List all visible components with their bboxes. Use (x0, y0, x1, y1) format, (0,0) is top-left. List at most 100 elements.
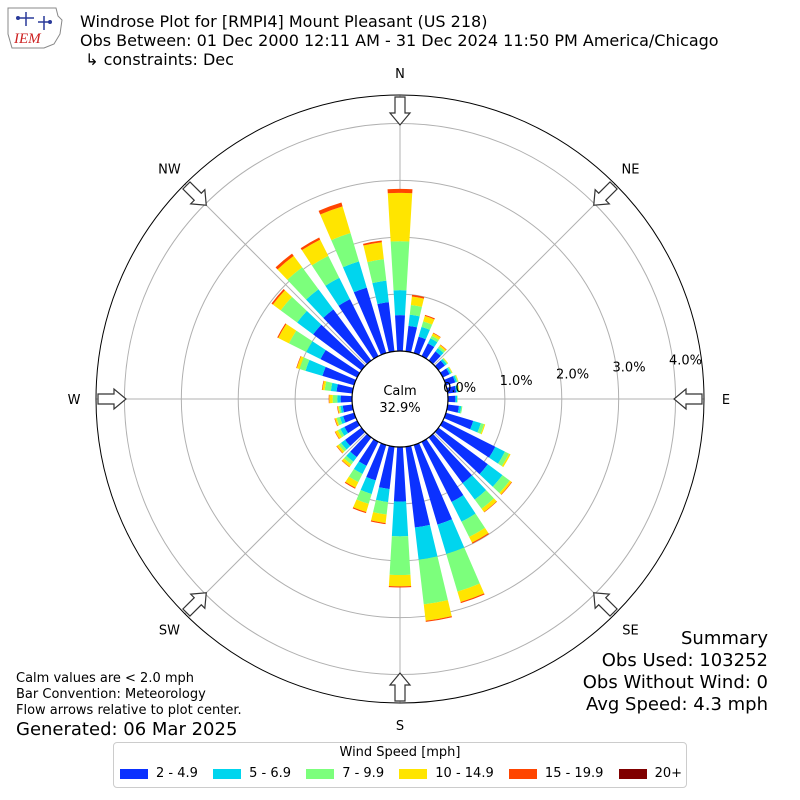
bar-segment (348, 468, 363, 483)
bar-segment (356, 490, 372, 504)
bar-segment (300, 237, 321, 251)
bar-segment (334, 418, 338, 427)
bar-segment (501, 453, 511, 468)
bar-segment (320, 350, 360, 378)
bar-segment (353, 461, 367, 474)
note-calm: Calm values are < 2.0 mph (16, 671, 195, 686)
bar-segment (388, 574, 412, 587)
spoke-line (184, 183, 367, 366)
bar-segment (277, 323, 287, 339)
bar-segment (446, 404, 459, 413)
bar-segment (418, 556, 448, 605)
spoke-line (433, 183, 616, 366)
legend-swatch (508, 768, 537, 779)
bar-segment (340, 395, 353, 403)
bar-segment (457, 583, 485, 603)
direction-label: S (396, 719, 404, 734)
bar-segment (462, 475, 487, 500)
bar-segment (296, 355, 302, 369)
bar-segment (350, 433, 372, 458)
bar-segment (447, 395, 456, 403)
bar-segment (311, 255, 340, 286)
bar-segment (341, 460, 350, 468)
bar-segment (459, 406, 463, 414)
bar-segment (501, 481, 513, 495)
legend-item: 2 - 4.9 (120, 766, 198, 781)
legend-item: 10 - 14.9 (399, 766, 494, 781)
bar-segment (373, 499, 389, 515)
bar-segment (457, 405, 462, 414)
bar-segment (299, 357, 310, 371)
bar-segment (474, 490, 494, 509)
bar-segment (328, 394, 330, 404)
bar-segment (272, 290, 292, 311)
bar-segment (437, 346, 446, 353)
bar-segment (344, 420, 360, 434)
flow-arrow (97, 387, 127, 411)
bar-segment (414, 524, 438, 560)
legend-title: Wind Speed [mph] (339, 745, 461, 760)
bar-segment (331, 233, 359, 268)
calm-value: 32.9% (379, 401, 420, 416)
bar-segment (321, 380, 324, 391)
note-convention: Bar Convention: Meteorology (16, 687, 206, 702)
bar-segment (498, 451, 510, 467)
bar-segment (306, 341, 326, 360)
bar-segment (337, 428, 345, 438)
bar-segment (471, 533, 490, 544)
bar-segment (318, 202, 343, 215)
radial-tick-label: 1.0% (500, 374, 533, 389)
legend-item: 15 - 19.9 (508, 766, 603, 781)
bar-segment (352, 507, 367, 514)
bar-segment (329, 394, 333, 404)
bar-segment (451, 495, 476, 522)
bar-segment (409, 304, 422, 317)
generated-date: Generated: 06 Mar 2025 (16, 719, 238, 740)
bar-segment (440, 344, 447, 351)
bar-segment (460, 593, 485, 604)
bar-segment (387, 188, 413, 194)
bar-segment (461, 513, 485, 538)
bar-segment (492, 475, 510, 493)
bar-segment (470, 420, 481, 433)
bar-segment (336, 416, 343, 426)
bar-segment (418, 326, 430, 340)
bar-segment (457, 385, 460, 393)
bar-segment (447, 366, 453, 374)
wind-bars (271, 188, 513, 622)
iem-logo: IEM (4, 4, 66, 52)
direction-label: NE (622, 162, 640, 177)
flow-arrow (388, 672, 412, 702)
summary-obs-used: Obs Used: 103252 (601, 650, 768, 671)
bar-segment (337, 395, 341, 403)
bar-segment (353, 287, 387, 355)
bar-segment (343, 412, 356, 423)
flow-arrow (593, 181, 618, 206)
bar-segment (338, 405, 342, 414)
outer-ring (95, 94, 705, 704)
bar-segment (375, 487, 390, 503)
bar-segment (340, 439, 351, 450)
bar-segment (342, 404, 354, 413)
bar-segment (455, 374, 459, 382)
bar-segment (390, 241, 410, 291)
bar-segment (342, 458, 352, 467)
bar-segment (344, 481, 356, 489)
bar-segment (428, 433, 473, 484)
bar-segment (393, 290, 407, 316)
bar-segment (434, 360, 445, 371)
bar-segment (334, 417, 340, 426)
bar-segment (408, 314, 420, 328)
bar-segment (410, 296, 424, 307)
bar-segment (421, 439, 464, 502)
bar-segment (345, 427, 366, 447)
bar-segment (477, 423, 485, 434)
bar-segment (337, 406, 339, 414)
bar-segment (413, 443, 453, 525)
bar-segment (431, 333, 441, 340)
note-arrows: Flow arrows relative to plot center. (16, 703, 242, 718)
flow-arrows (97, 96, 703, 702)
bar-segment (287, 267, 319, 300)
bar-segment (320, 206, 351, 241)
